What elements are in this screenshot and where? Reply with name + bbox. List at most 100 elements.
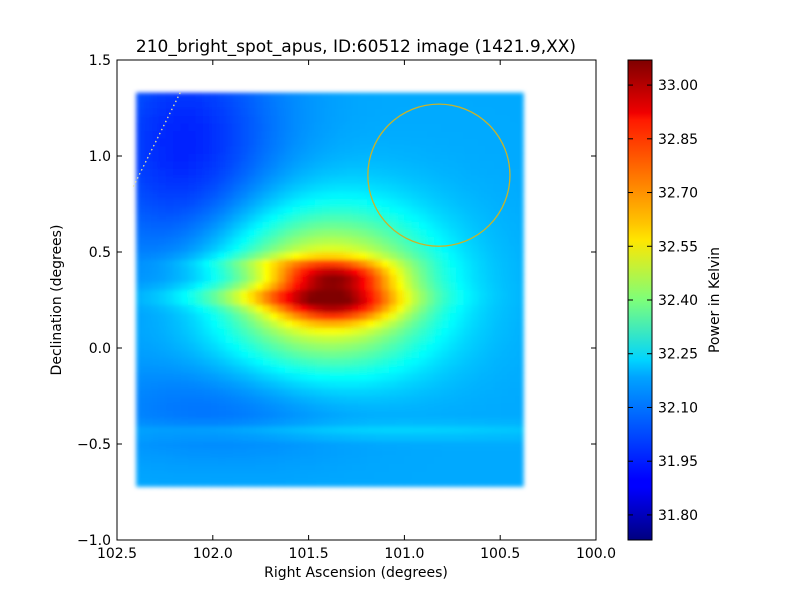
heatmap-cell	[433, 259, 442, 268]
heatmap-cell	[329, 289, 338, 298]
heatmap-cell	[136, 410, 145, 419]
heatmap-cell	[478, 319, 487, 328]
heatmap-cell	[478, 440, 487, 449]
heatmap-cell	[374, 410, 383, 419]
heatmap-cell	[143, 274, 152, 283]
heatmap-cell	[493, 244, 502, 253]
heatmap-cell	[471, 175, 480, 185]
heatmap-cell	[411, 100, 420, 109]
heatmap-cell	[485, 244, 495, 253]
heatmap-cell	[203, 357, 212, 366]
heatmap-cell	[225, 455, 234, 465]
heatmap-cell	[322, 160, 331, 169]
heatmap-cell	[158, 357, 167, 366]
heatmap-cell	[396, 395, 405, 404]
heatmap-cell	[195, 236, 204, 245]
heatmap-cell	[232, 448, 241, 457]
heatmap-cell	[262, 183, 271, 192]
heatmap-cell	[418, 175, 428, 185]
heatmap-cell	[515, 312, 524, 321]
heatmap-cell	[285, 319, 294, 328]
heatmap-cell	[165, 372, 174, 381]
heatmap-cell	[143, 259, 152, 268]
heatmap-cell	[478, 153, 487, 162]
heatmap-cell	[500, 463, 509, 472]
heatmap-cell	[307, 138, 316, 147]
heatmap-cell	[471, 372, 480, 381]
heatmap-cell	[247, 433, 256, 442]
heatmap-cell	[441, 92, 450, 101]
heatmap-cell	[136, 138, 145, 147]
heatmap-cell	[247, 319, 256, 328]
heatmap-cell	[232, 327, 241, 336]
heatmap-cell	[448, 138, 457, 147]
heatmap-cell	[240, 175, 249, 185]
heatmap-cell	[299, 213, 308, 222]
heatmap-cell	[292, 342, 301, 351]
heatmap-cell	[299, 138, 308, 147]
heatmap-cell	[337, 418, 346, 427]
heatmap-cell	[247, 145, 256, 154]
heatmap-cell	[195, 115, 204, 124]
heatmap-cell	[173, 228, 182, 238]
heatmap-cell	[277, 266, 286, 275]
heatmap-cell	[441, 471, 450, 480]
heatmap-cell	[329, 236, 338, 245]
heatmap-cell	[151, 319, 160, 328]
heatmap-cell	[359, 334, 368, 344]
heatmap-cell	[299, 221, 308, 230]
heatmap-cell	[329, 297, 338, 306]
heatmap-cell	[322, 304, 331, 313]
heatmap-cell	[255, 160, 264, 169]
heatmap-cell	[262, 471, 271, 480]
heatmap-cell	[411, 349, 420, 359]
heatmap-cell	[418, 198, 428, 207]
heatmap-cell	[381, 478, 390, 487]
heatmap-cell	[404, 297, 413, 306]
heatmap-cell	[329, 122, 338, 132]
heatmap-cell	[478, 289, 487, 298]
heatmap-cell	[493, 327, 502, 336]
heatmap-cell	[471, 387, 480, 397]
heatmap-cell	[337, 425, 346, 434]
heatmap-cell	[441, 259, 450, 268]
heatmap-cell	[508, 107, 517, 116]
heatmap-cell	[218, 100, 227, 109]
heatmap-cell	[441, 138, 450, 147]
heatmap-cell	[232, 281, 241, 291]
heatmap-cell	[374, 365, 383, 374]
x-axis-ticks: 102.5 102.0 101.5 101.0 100.5 100.0	[97, 60, 616, 562]
heatmap-cell	[337, 342, 346, 351]
heatmap-cell	[411, 395, 420, 404]
heatmap-cell	[411, 266, 420, 275]
heatmap-cell	[374, 327, 383, 336]
heatmap-cell	[441, 387, 450, 397]
heatmap-cell	[456, 372, 465, 381]
heatmap-cell	[329, 168, 338, 177]
heatmap-cell	[165, 334, 174, 344]
heatmap-cell	[247, 130, 256, 139]
heatmap-cell	[426, 327, 435, 336]
heatmap-cell	[180, 191, 189, 200]
heatmap-cell	[285, 206, 294, 215]
heatmap-cell	[247, 251, 256, 260]
heatmap-cell	[322, 365, 331, 374]
heatmap-cell	[195, 455, 204, 465]
heatmap-cell	[143, 138, 152, 147]
heatmap-cell	[314, 463, 323, 472]
heatmap-cell	[203, 433, 212, 442]
heatmap-cell	[285, 402, 294, 412]
heatmap-cell	[270, 92, 279, 101]
heatmap-cell	[151, 372, 160, 381]
heatmap-cell	[255, 402, 264, 412]
heatmap-cell	[210, 160, 219, 169]
heatmap-cell	[240, 259, 249, 268]
heatmap-cell	[240, 130, 249, 139]
heatmap-cell	[203, 327, 212, 336]
heatmap-cell	[463, 319, 472, 328]
heatmap-cell	[314, 274, 323, 283]
heatmap-cell	[463, 107, 472, 116]
heatmap-cell	[441, 455, 450, 465]
heatmap-cell	[195, 92, 204, 101]
